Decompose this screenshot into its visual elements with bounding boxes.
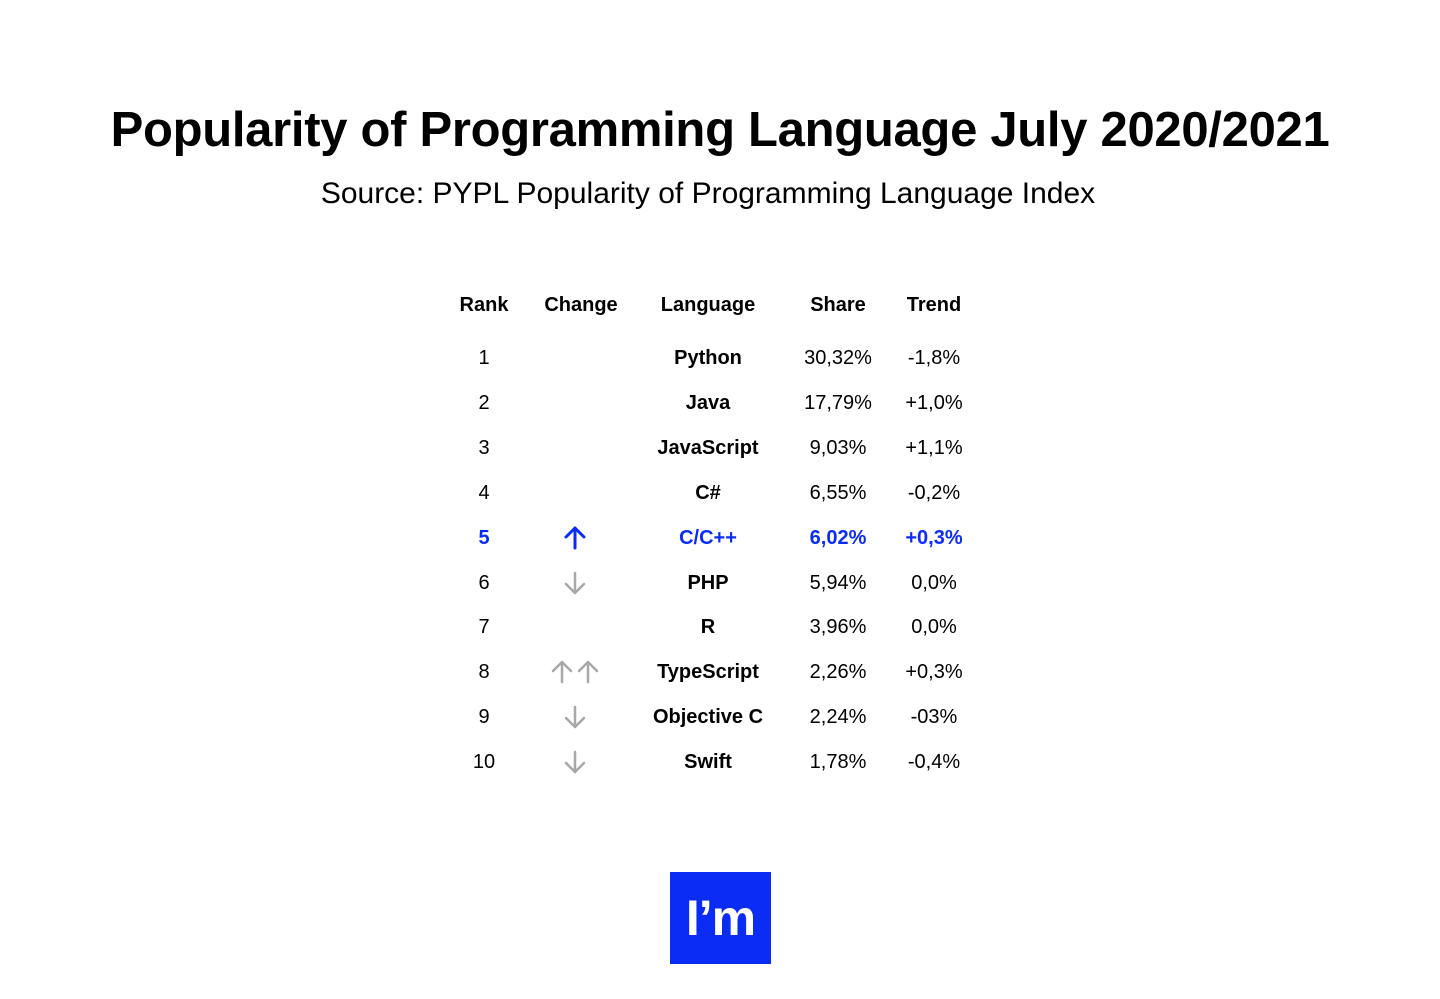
rank-cell: 5	[478, 526, 490, 549]
rank-cell: 7	[478, 616, 490, 639]
language-cell: JavaScript	[657, 436, 759, 459]
arrow-glyph	[564, 750, 586, 774]
column-header-rank: Rank	[459, 294, 509, 316]
arrow-glyph	[551, 661, 573, 684]
language-cell: PHP	[687, 571, 729, 594]
trend-cell: -0,2%	[907, 481, 961, 504]
share-cell: 30,32%	[804, 347, 872, 369]
language-cell: R	[700, 616, 716, 639]
brand-logo: I’m	[670, 872, 771, 964]
arrow-down-icon	[564, 750, 586, 774]
trend-cell: -03%	[910, 706, 958, 729]
arrow-down-icon	[564, 705, 586, 729]
language-cell: TypeScript	[657, 661, 759, 684]
language-cell: C#	[695, 481, 721, 504]
arrow-up-icon	[564, 526, 586, 550]
trend-cell: +0,3%	[905, 526, 963, 549]
language-cell: Java	[685, 391, 731, 414]
share-cell: 3,96%	[809, 616, 867, 639]
rank-cell: 4	[478, 481, 490, 504]
arrow-down-icon	[564, 571, 586, 594]
trend-cell: +0,3%	[905, 661, 963, 684]
rank-cell: 1	[478, 347, 490, 369]
share-cell: 2,26%	[809, 661, 867, 684]
arrow-glyph	[564, 571, 586, 594]
trend-cell: -0,4%	[907, 751, 961, 774]
share-cell: 17,79%	[804, 391, 872, 414]
rank-cell: 3	[478, 436, 490, 459]
column-header-change: Change	[544, 294, 618, 316]
arrow-glyph	[577, 661, 599, 684]
share-cell: 9,03%	[809, 436, 867, 459]
rank-cell: 10	[472, 751, 496, 774]
trend-cell: 0,0%	[911, 571, 957, 594]
language-cell: C/C++	[679, 526, 737, 549]
arrow-glyph	[564, 526, 586, 550]
page-subtitle: Source: PYPL Popularity of Programming L…	[320, 177, 1096, 210]
language-cell: Swift	[684, 751, 732, 774]
trend-cell: 0,0%	[911, 616, 957, 639]
trend-cell: +1,0%	[905, 391, 963, 414]
column-header-trend: Trend	[906, 294, 962, 316]
share-cell: 6,55%	[809, 481, 867, 504]
page-title: Popularity of Programming Language July …	[110, 103, 1330, 157]
language-cell: Python	[674, 347, 742, 369]
share-cell: 6,02%	[809, 526, 867, 549]
rank-cell: 6	[478, 571, 490, 594]
trend-cell: +1,1%	[905, 436, 963, 459]
arrow-glyph	[564, 705, 586, 729]
trend-cell: -1,8%	[907, 347, 961, 369]
share-cell: 5,94%	[809, 571, 867, 594]
share-cell: 2,24%	[809, 706, 867, 729]
rank-cell: 9	[478, 706, 490, 729]
arrow-up-icon	[551, 661, 599, 684]
share-cell: 1,78%	[809, 751, 867, 774]
column-header-language: Language	[660, 294, 756, 316]
rank-cell: 2	[478, 391, 490, 414]
rank-cell: 8	[478, 661, 490, 684]
column-header-share: Share	[810, 294, 866, 316]
language-cell: Objective C	[652, 706, 764, 729]
